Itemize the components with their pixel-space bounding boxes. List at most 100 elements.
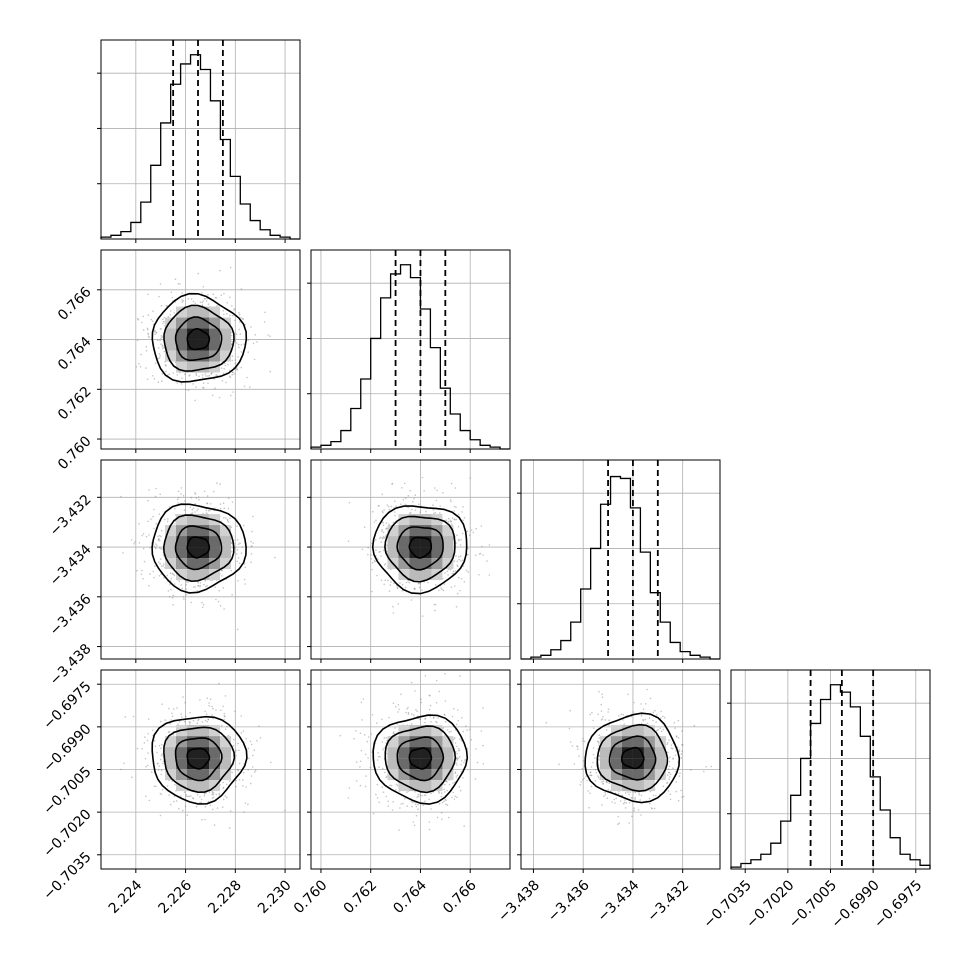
histogram-step [521,475,720,660]
sample-point [207,509,210,512]
sample-point [454,771,457,773]
sample-point [410,599,413,601]
sample-point [181,377,183,380]
density-cell [442,536,454,548]
sample-point [237,742,239,745]
sample-point [390,784,393,787]
sample-point [428,694,431,697]
contour-3 [384,515,456,583]
density-cell [420,525,432,537]
sample-point [234,546,237,549]
sample-point [180,713,182,715]
density-cell [621,736,633,748]
sample-point [476,761,479,764]
density-cell [398,780,410,792]
density-cell [187,514,199,526]
sample-point [652,719,654,722]
scatter-panel-3-2 [307,459,511,663]
sample-point [223,718,225,721]
sample-point [417,793,420,796]
sample-point [627,791,629,793]
sample-point [355,761,358,763]
sample-point [214,296,217,299]
sample-point [384,579,387,582]
sample-point [397,603,400,605]
sample-point [159,540,161,542]
sample-point [436,816,439,819]
sample-point [424,794,427,797]
sample-point [378,551,380,553]
density-cell [198,339,210,351]
sample-point [145,367,147,369]
density-cell [187,758,199,770]
sample-point [466,530,469,533]
sample-point [198,375,200,378]
contour-2 [608,735,657,781]
sample-point [622,719,624,721]
density-cell [599,736,611,748]
sample-point [434,584,437,586]
y-tick-label: 0.766 [55,284,95,324]
sample-point [158,561,160,563]
sample-point [381,537,384,540]
sample-point [428,708,431,711]
density-cell [420,780,432,792]
sample-point [165,370,167,373]
sample-point [667,790,670,792]
sample-point [222,798,225,801]
sample-point [391,809,394,811]
sample-point [438,792,441,794]
scatter-panel-3-1 [97,459,301,663]
sample-point [150,518,152,520]
sample-point [624,807,627,809]
sample-point [680,789,682,792]
density-cell [176,569,188,581]
sample-point [381,528,383,531]
sample-point [214,586,217,589]
sample-point [187,389,190,392]
density-cell [187,339,199,351]
sample-point [227,521,229,523]
sample-point [225,517,227,519]
sample-point [149,573,151,575]
sample-point [407,713,410,715]
sample-point [155,331,158,334]
sample-point [147,335,150,338]
sample-point [246,376,248,379]
sample-point [170,588,172,591]
sample-point [453,510,456,512]
sample-point [137,318,140,321]
sample-point [456,752,458,755]
sample-point [159,758,162,761]
sample-point [667,768,670,770]
sample-point [392,702,395,705]
sample-point [660,730,663,733]
sample-point [201,721,204,723]
sample-point [414,803,417,805]
sample-point [239,321,241,323]
sample-point [242,771,245,774]
density-cell [420,758,432,770]
sample-point [470,739,473,741]
sample-point [605,780,608,783]
density-cell [209,317,221,329]
sample-point [169,572,172,574]
sample-point [187,581,189,583]
sample-point [348,502,351,504]
sample-point [228,780,231,782]
contour-1 [620,746,645,770]
sample-point [458,556,460,558]
sample-point [208,704,210,707]
sample-point [403,482,406,485]
sample-point [459,789,462,792]
sample-point [189,721,191,724]
sample-point [458,538,460,541]
sample-point [150,771,153,773]
sample-point [158,547,161,549]
sample-point [631,815,633,818]
sample-point [394,514,396,517]
sample-point [233,373,235,375]
sample-point [392,612,395,614]
sample-point [417,808,419,811]
density-cell [187,558,199,570]
